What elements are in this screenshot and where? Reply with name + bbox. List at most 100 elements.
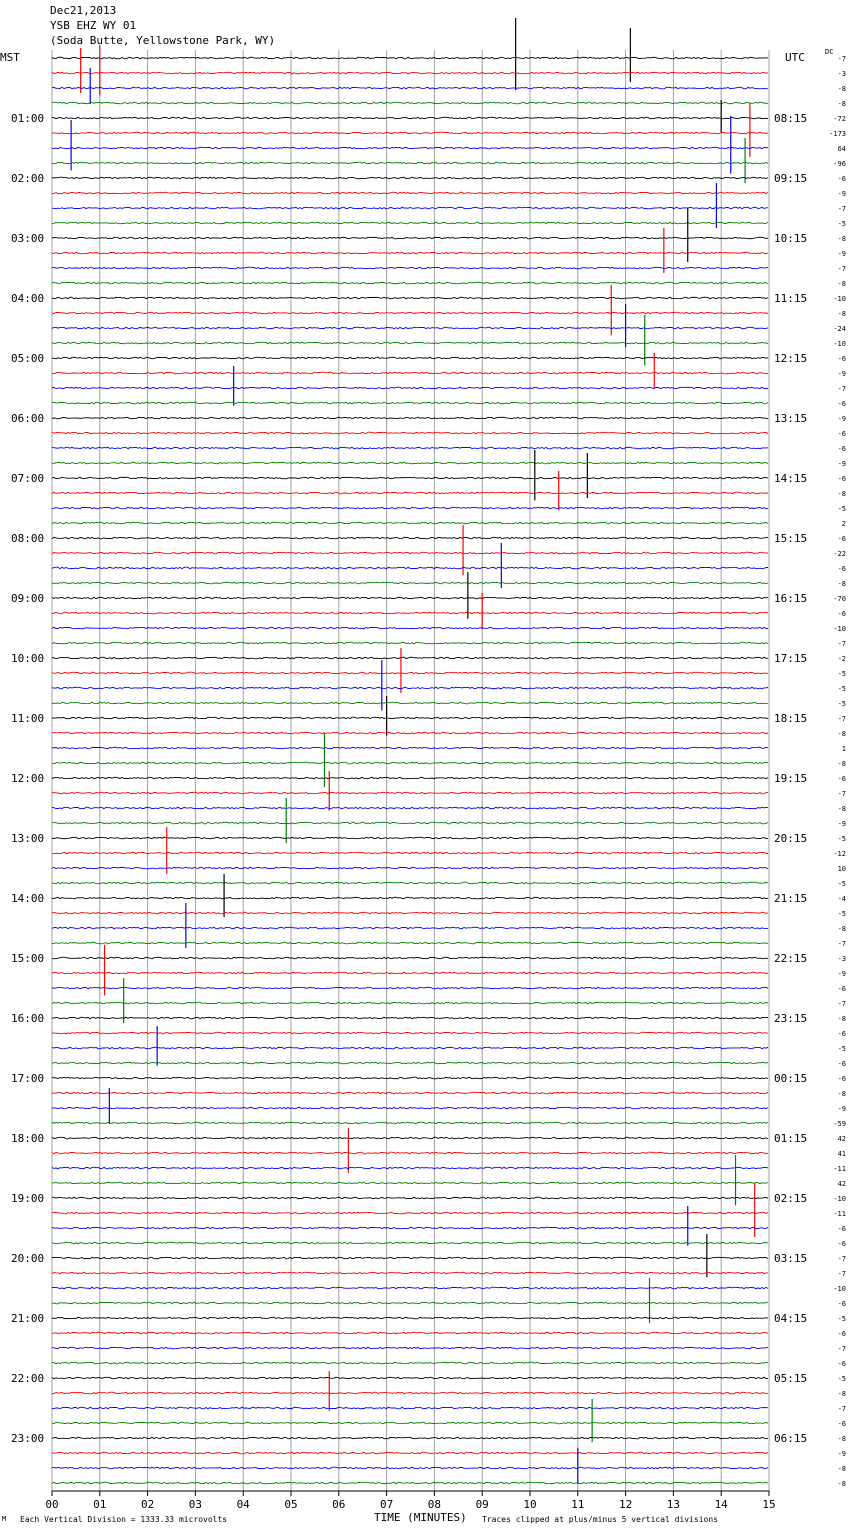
trace-row [51, 1121, 769, 1125]
dc-offset-label: -6 [838, 400, 846, 408]
trace-row [51, 641, 769, 645]
x-tick-label: 02 [141, 1498, 154, 1511]
utc-hour-label: 19:15 [774, 772, 807, 785]
mst-hour-label: 02:00 [11, 172, 44, 185]
dc-offset-label: -5 [838, 1315, 846, 1323]
dc-offset-label: -6 [838, 1330, 846, 1338]
dc-offset-label: -7 [838, 265, 846, 273]
trace-row [52, 146, 769, 150]
trace-row [51, 761, 769, 765]
utc-hour-label: 12:15 [774, 352, 807, 365]
trace-row [51, 1046, 769, 1050]
dc-offset-label: 1 [842, 745, 846, 753]
dc-offset-label: -6 [838, 430, 846, 438]
dc-offset-label: -5 [838, 700, 846, 708]
dc-offset-label: -6 [838, 475, 846, 483]
mst-hour-labels: 01:00 02:00 03:00 04:00 05:00 06:00 07:00 08:00… [11, 112, 44, 1445]
trace-row [51, 1211, 769, 1215]
dc-offset-label: -6 [838, 1420, 846, 1428]
trace-row [51, 161, 769, 165]
dc-offset-label: 42 [838, 1180, 846, 1188]
trace-row [51, 746, 769, 750]
trace-row [51, 371, 769, 375]
trace-row [52, 1286, 769, 1290]
clip-note: Traces clipped at plus/minus 5 vertical … [482, 1515, 719, 1524]
trace-row [51, 56, 768, 60]
seismic-traces [51, 18, 769, 1485]
trace-row [51, 341, 769, 345]
trace-row [51, 776, 769, 780]
trace-row [51, 101, 769, 105]
dc-offset-label: -5 [838, 685, 846, 693]
trace-row [51, 251, 769, 255]
scale-note: Each Vertical Division = 1333.33 microvo… [20, 1515, 228, 1524]
dc-offset-label: -8 [838, 1480, 846, 1488]
utc-hour-label: 09:15 [774, 172, 807, 185]
trace-row [51, 836, 769, 840]
dc-offset-label: -8 [838, 730, 846, 738]
trace-row [51, 1481, 769, 1485]
utc-hour-label: 10:15 [774, 232, 807, 245]
trace-row [51, 686, 769, 690]
utc-hour-label: 16:15 [774, 592, 807, 605]
dc-offset-label: -22 [833, 550, 846, 558]
dc-offset-label: -8 [838, 1465, 846, 1473]
dc-offset-label: 64 [838, 145, 846, 153]
trace-row [51, 1136, 769, 1140]
dc-offset-label: -8 [838, 580, 846, 588]
dc-offset-label: -10 [833, 340, 846, 348]
trace-row [51, 911, 769, 915]
dc-offset-label: -9 [838, 370, 846, 378]
trace-row [51, 671, 768, 675]
dc-offset-label: -6 [838, 1225, 846, 1233]
trace-row [51, 986, 769, 990]
trace-row [51, 1451, 769, 1455]
trace-row [51, 1391, 769, 1395]
trace-row [51, 191, 769, 195]
dc-offset-label: -6 [838, 445, 846, 453]
utc-hour-label: 13:15 [774, 412, 807, 425]
trace-row [51, 311, 769, 315]
dc-offset-label: -6 [838, 175, 846, 183]
trace-row [52, 896, 769, 900]
trace-row [51, 401, 769, 405]
mst-hour-label: 17:00 [11, 1072, 44, 1085]
dc-offset-label: -9 [838, 460, 846, 468]
utc-hour-label: 22:15 [774, 952, 807, 965]
dc-offset-label: -9 [838, 820, 846, 828]
x-tick-label: 06 [332, 1498, 345, 1511]
mst-hour-label: 19:00 [11, 1192, 44, 1205]
x-tick-label: 13 [667, 1498, 680, 1511]
trace-row [51, 1376, 769, 1380]
trace-row [51, 1076, 769, 1080]
dc-offset-label: -11 [833, 1165, 846, 1173]
dc-offset-label: -11 [833, 1210, 846, 1218]
trace-row [51, 581, 769, 585]
corner-mark: M [2, 1515, 7, 1523]
dc-offset-label: -5 [838, 220, 846, 228]
dc-offset-label: -8 [838, 235, 846, 243]
trace-row [51, 1436, 769, 1440]
trace-row [51, 1301, 769, 1305]
dc-offset-label: -6 [838, 535, 846, 543]
trace-row [51, 716, 769, 720]
trace-row [51, 866, 769, 870]
x-tick-label: 07 [380, 1498, 393, 1511]
right-timezone-label: UTC [785, 51, 805, 64]
dc-offset-label: -5 [838, 1375, 846, 1383]
x-tick-label: 15 [762, 1498, 775, 1511]
mst-hour-label: 06:00 [11, 412, 44, 425]
mst-hour-label: 16:00 [11, 1012, 44, 1025]
trace-row [51, 806, 769, 810]
utc-hour-label: 14:15 [774, 472, 807, 485]
dc-offset-label: -6 [838, 1300, 846, 1308]
x-tick-label: 08 [428, 1498, 441, 1511]
trace-row [51, 461, 769, 465]
dc-offset-label: -7 [838, 1255, 846, 1263]
utc-hour-label: 20:15 [774, 832, 807, 845]
trace-row [51, 521, 769, 525]
trace-row [51, 446, 769, 450]
mst-hour-label: 04:00 [11, 292, 44, 305]
trace-row [51, 626, 769, 630]
dc-offset-label: -6 [838, 1360, 846, 1368]
